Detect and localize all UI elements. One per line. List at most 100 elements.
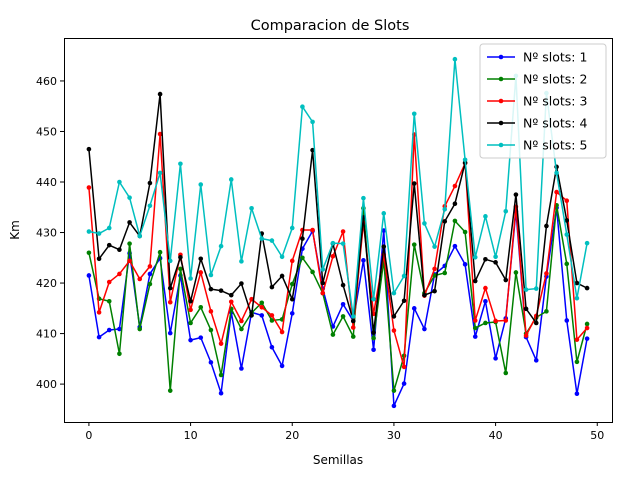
data-point (310, 269, 315, 275)
data-point (300, 236, 305, 241)
data-point (371, 335, 376, 341)
data-point (411, 181, 417, 186)
data-point (167, 388, 173, 393)
legend-item-1: Nº slots: 1 (487, 50, 587, 65)
data-point (96, 256, 102, 262)
data-point (340, 229, 346, 234)
data-point (554, 189, 559, 195)
x-axis: 0 10 20 30 40 50 (85, 422, 604, 442)
data-point (574, 295, 580, 301)
data-point (442, 270, 448, 276)
data-point (300, 255, 305, 261)
data-point (289, 281, 295, 287)
x-axis-label: Semillas (313, 453, 363, 467)
data-point (127, 195, 132, 200)
data-point (361, 195, 366, 201)
data-point (472, 278, 478, 284)
data-point (259, 313, 265, 318)
data-point (584, 336, 590, 341)
data-point (462, 229, 468, 235)
data-point (157, 91, 163, 97)
y-tick-label: 440 (36, 176, 57, 189)
legend-label: Nº slots: 4 (523, 116, 587, 131)
series-4-line (88, 93, 588, 334)
data-point (472, 334, 478, 339)
data-point (350, 314, 356, 319)
data-point (320, 267, 326, 272)
y-tick-label: 410 (36, 328, 57, 341)
data-point (442, 219, 448, 224)
data-point (574, 337, 580, 342)
data-point (117, 247, 122, 253)
data-point (330, 240, 336, 246)
data-point (259, 236, 265, 241)
data-point (320, 290, 326, 296)
data-point (401, 273, 407, 279)
legend: Nº slots: 1 Nº slots: 2 Nº slots: 3 Nº slot… (479, 43, 607, 159)
data-point (259, 300, 265, 306)
data-point (411, 306, 417, 311)
data-point (452, 201, 458, 207)
data-point (493, 254, 498, 260)
data-point (117, 271, 122, 277)
data-point (218, 341, 224, 346)
data-point (269, 344, 275, 350)
data-point (86, 146, 92, 152)
data-point (106, 327, 112, 333)
series-5-line (88, 58, 588, 318)
data-point (523, 333, 529, 338)
data-point (493, 318, 498, 324)
data-point (208, 309, 214, 314)
data-point (86, 185, 92, 190)
data-point (106, 225, 112, 231)
data-point (503, 277, 509, 283)
data-point (564, 232, 570, 237)
data-point (411, 111, 417, 117)
data-point (432, 273, 437, 278)
data-point (381, 244, 387, 249)
data-point (452, 183, 458, 189)
data-point (147, 180, 153, 186)
data-point (483, 257, 488, 262)
data-point (127, 220, 132, 225)
data-point (86, 273, 92, 278)
data-point (564, 198, 570, 203)
data-point (289, 225, 295, 231)
data-point (330, 332, 336, 337)
data-point (157, 131, 163, 137)
data-point (411, 242, 417, 247)
data-point (218, 243, 224, 249)
data-point (371, 330, 376, 335)
data-point (483, 298, 488, 304)
data-point (533, 320, 539, 326)
series-2-line (88, 204, 588, 392)
data-point (198, 305, 204, 310)
data-point (239, 318, 244, 324)
data-point (523, 306, 529, 312)
data-point (584, 321, 590, 327)
y-axis: 400 410 420 430 440 450 460 (36, 75, 64, 391)
data-point (117, 326, 122, 332)
axes-frame (64, 38, 613, 423)
legend-item-3: Nº slots: 3 (487, 94, 587, 109)
data-point (96, 231, 102, 236)
data-point (218, 390, 224, 396)
data-point (137, 276, 143, 282)
data-point (96, 310, 102, 315)
data-point (472, 325, 478, 331)
data-point (564, 318, 570, 323)
data-point (564, 261, 570, 267)
data-point (208, 360, 214, 365)
legend-item-5: Nº slots: 5 (487, 138, 587, 153)
data-point (350, 334, 356, 339)
x-tick-label: 0 (85, 429, 92, 442)
legend-swatch-marker (498, 98, 504, 104)
data-point (422, 292, 427, 298)
data-point (157, 249, 163, 255)
data-point (483, 285, 488, 291)
data-point (533, 358, 539, 363)
data-point (167, 299, 173, 305)
data-point (452, 243, 458, 249)
data-point (452, 218, 458, 224)
